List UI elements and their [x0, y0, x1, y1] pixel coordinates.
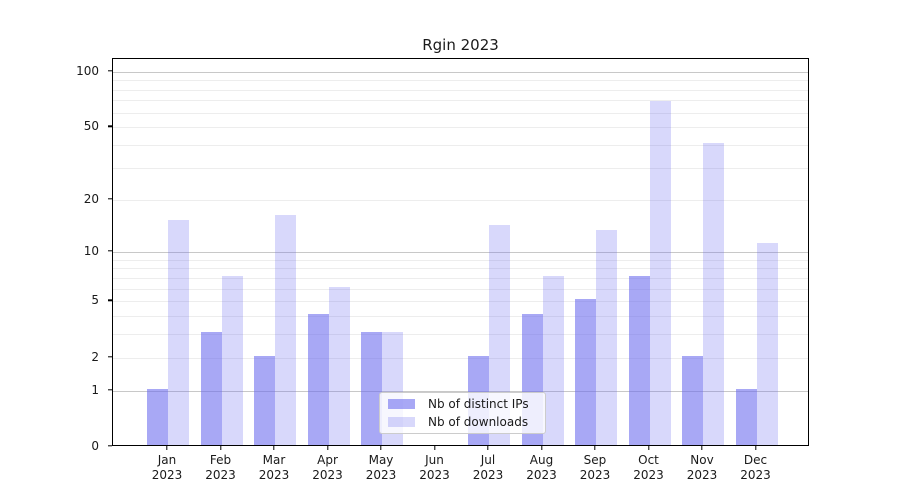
- y-tick-50: [108, 125, 112, 127]
- bar-distinct-ips-nov: [682, 355, 703, 445]
- gridline-minor-30: [113, 167, 808, 169]
- x-tick-sep: [594, 446, 596, 450]
- y-tick-label-10: 10: [83, 244, 99, 259]
- bar-downloads-jul: [489, 224, 510, 445]
- bar-downloads-apr: [328, 286, 350, 445]
- gridline-minor-80: [113, 89, 808, 91]
- bar-distinct-ips-oct: [628, 275, 650, 445]
- bar-downloads-feb: [221, 275, 243, 445]
- x-tick-jan: [166, 446, 168, 450]
- bar-distinct-ips-may: [361, 332, 382, 445]
- x-tick-label-aug: Aug 2023: [526, 453, 557, 482]
- y-tick-label-20: 20: [83, 191, 99, 206]
- y-tick-0: [108, 445, 112, 447]
- x-tick-label-oct: Oct 2023: [633, 453, 664, 482]
- bar-distinct-ips-dec: [735, 388, 757, 445]
- gridline-major-10: [113, 252, 808, 254]
- y-tick-label-5: 5: [91, 293, 99, 308]
- x-tick-mar: [273, 446, 275, 450]
- bar-distinct-ips-jan: [147, 388, 168, 445]
- x-tick-may: [380, 446, 382, 450]
- bar-downloads-oct: [649, 100, 671, 445]
- bar-downloads-aug: [542, 275, 564, 445]
- gridline-minor-20: [113, 199, 808, 201]
- legend-label-downloads: Nb of downloads: [428, 415, 529, 429]
- y-tick-2: [108, 355, 112, 358]
- bar-distinct-ips-feb: [200, 332, 222, 445]
- gridline-minor-90: [113, 80, 808, 82]
- gridline-minor-40: [113, 145, 808, 147]
- x-tick-feb: [219, 446, 222, 450]
- legend-label-distinct-ips: Nb of distinct IPs: [428, 397, 529, 411]
- y-tick-20: [108, 197, 112, 200]
- legend-swatch-downloads: [388, 417, 415, 427]
- gridline-major-1: [113, 390, 808, 392]
- x-tick-nov: [701, 446, 703, 450]
- x-tick-label-mar: Mar 2023: [258, 453, 290, 482]
- gridline-minor-60: [113, 112, 808, 114]
- y-tick-label-0: 0: [91, 439, 99, 453]
- chart-title: Rgin 2023: [422, 36, 499, 54]
- y-axis: 0 1 2 5 10 20 50 100: [0, 58, 112, 453]
- plot-area: [112, 58, 809, 446]
- x-axis: Jan 2023 Feb 2023 Mar 2023 Apr 2023 May 2023…: [112, 446, 809, 500]
- x-tick-oct: [647, 446, 650, 450]
- gridline-minor-8: [113, 268, 808, 270]
- bar-distinct-ips-sep: [575, 299, 596, 445]
- x-tick-apr: [326, 446, 329, 450]
- x-tick-label-feb: Feb 2023: [205, 453, 236, 482]
- y-tick-100: [108, 70, 112, 72]
- bar-downloads-jan: [168, 219, 189, 445]
- bar-distinct-ips-mar: [254, 355, 275, 445]
- gridline-major-100: [113, 71, 808, 73]
- bar-downloads-mar: [275, 214, 296, 445]
- y-tick-10: [108, 250, 112, 252]
- x-tick-label-jul: Jul 2023: [472, 453, 504, 482]
- gridline-minor-5: [113, 301, 808, 303]
- y-tick-label-2: 2: [91, 349, 99, 364]
- gridline-minor-3: [113, 334, 808, 336]
- x-tick-dec: [754, 446, 757, 450]
- x-tick-label-may: May 2023: [365, 453, 397, 482]
- y-tick-label-50: 50: [83, 119, 99, 134]
- x-tick-label-jun: Jun 2023: [419, 453, 450, 482]
- gridline-minor-70: [113, 100, 808, 102]
- x-tick-label-dec: Dec 2023: [740, 453, 771, 482]
- gridline-minor-6: [113, 288, 808, 290]
- y-tick-1: [108, 388, 112, 391]
- legend-item-downloads: Nb of downloads: [388, 415, 537, 429]
- gridline-minor-2: [113, 357, 808, 359]
- gridline-minor-50: [113, 127, 808, 129]
- gridline-minor-4: [113, 316, 808, 318]
- gridline-minor-9: [113, 259, 808, 261]
- x-tick-label-nov: Nov 2023: [686, 453, 718, 482]
- bar-downloads-dec: [756, 243, 778, 445]
- y-tick-5: [108, 299, 112, 301]
- x-tick-label-jan: Jan 2023: [151, 453, 183, 482]
- legend-item-distinct-ips: Nb of distinct IPs: [388, 397, 537, 411]
- x-tick-label-apr: Apr 2023: [312, 453, 343, 482]
- y-tick-label-1: 1: [91, 382, 99, 397]
- y-tick-label-100: 100: [76, 63, 99, 78]
- x-tick-jun: [433, 446, 436, 450]
- legend-swatch-distinct-ips: [388, 399, 415, 409]
- gridline-minor-7: [113, 277, 808, 279]
- x-tick-jul: [487, 446, 489, 450]
- bar-downloads-sep: [596, 230, 617, 445]
- legend: Nb of distinct IPs Nb of downloads: [379, 392, 546, 434]
- x-tick-label-sep: Sep 2023: [579, 453, 611, 482]
- bar-distinct-ips-apr: [307, 314, 329, 445]
- bar-downloads-nov: [703, 143, 724, 445]
- x-tick-aug: [540, 446, 543, 450]
